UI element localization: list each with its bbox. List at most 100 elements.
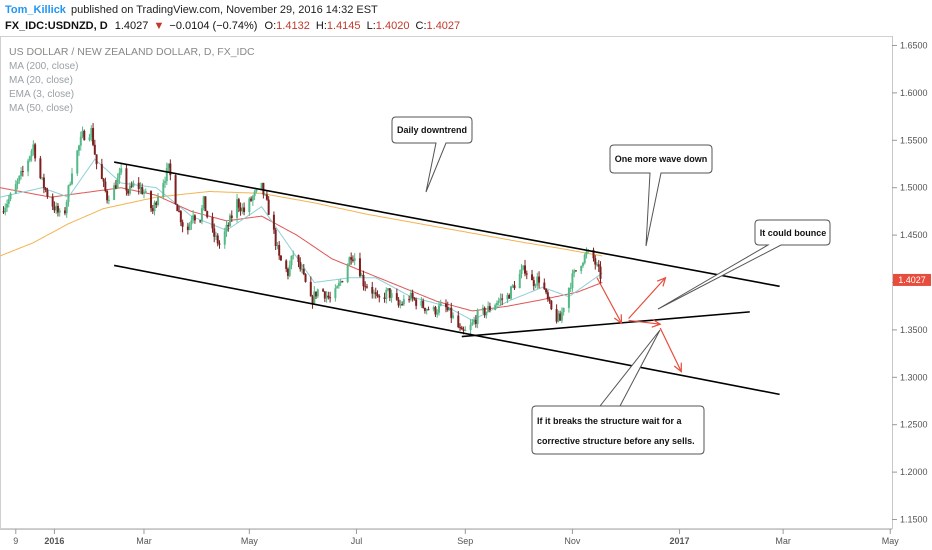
indicator-ma20[interactable]: MA (20, close) [9,75,73,86]
candle-body [95,154,98,165]
candle-body [411,292,414,298]
x-tick-label: May [241,536,259,546]
y-tick-label: 1.6000 [900,88,928,98]
candle-body [90,128,93,138]
y-tick-label: 1.1500 [900,515,928,525]
candle-body [116,178,119,189]
arrow-bounce-up[interactable] [628,276,667,319]
candle-body [323,291,326,299]
candle-body [132,182,135,187]
candle-body [365,286,368,288]
channel-lower[interactable] [113,264,780,396]
indicator-ema3[interactable]: EMA (3, close) [9,89,74,100]
candle-body [88,137,91,141]
candle-body [469,324,472,331]
callout-could-bounce-text: It could bounce [760,228,827,238]
candle-body [315,291,318,297]
candle-body [42,177,45,188]
candle-body [151,208,154,212]
candle-body [388,288,391,298]
callout-daily-downtrend[interactable]: Daily downtrend [391,116,473,193]
candle-body [225,225,228,232]
candle-body [227,225,230,227]
candle-body [16,180,19,185]
channel-upper[interactable] [113,161,780,288]
candle-body [364,286,367,288]
candle-body [597,264,600,267]
candle-body [599,266,602,279]
candle-body [360,274,363,277]
drawings-layer[interactable] [113,161,780,396]
candle-body [316,289,319,297]
candle-body [432,307,435,310]
candle-body [329,297,332,299]
author-link[interactable]: Tom_Killick [5,4,67,16]
candle-body [297,255,300,262]
candle-body [92,128,95,145]
last-price: 1.4027 [115,20,149,32]
candle-body [113,185,116,200]
candle-body [206,211,209,218]
candle-body [70,173,73,184]
support-line[interactable] [461,311,750,338]
arrow-to-break[interactable] [628,318,662,328]
high-value: 1.4145 [327,20,361,32]
candle-body [21,171,24,173]
candle-body [253,191,256,197]
candle-body [325,295,328,299]
publish-header: Tom_Killick published on TradingView.com… [5,4,460,32]
candle-body [274,229,277,246]
x-tick-label: Mar [775,536,791,546]
candle-body [573,270,576,274]
change-down-icon: ▼ [153,20,164,32]
candle-body [459,327,462,329]
price-axis[interactable]: 1.65001.60001.55001.50001.45001.40001.35… [892,40,928,525]
indicator-ma50[interactable]: MA (50, close) [9,103,73,114]
candle-body [272,214,275,230]
candle-body [511,285,514,287]
candle-body [559,313,562,321]
candle-body [522,265,525,270]
svg-text:FX_IDC:USDNZD, D 1.4027: FX_IDC:USDNZD, D 1.4027 ▼ −0.0104 (−0.74… [5,20,460,32]
candle-body [376,294,379,297]
candle-body [251,196,254,201]
symbol-label[interactable]: FX_IDC:USDNZD, D [5,20,108,32]
candle-body [139,187,142,189]
callout-one-more-wave[interactable]: One more wave down [609,144,713,247]
candle-body [127,190,130,194]
candle-body [585,251,588,255]
candle-body [267,199,270,215]
candle-body [141,187,144,194]
candle-body [106,190,109,201]
callout-breaks-structure[interactable]: If it breaks the structure wait for a co… [531,329,705,455]
candle-body [7,199,10,204]
candle-body [39,158,42,179]
candle-body [362,274,365,287]
candle-body [399,304,402,306]
candle-body [346,265,349,283]
candle-body [350,257,353,260]
indicator-ma200[interactable]: MA (200, close) [9,61,78,72]
candle-body [313,291,316,304]
candle-body [494,305,497,310]
candle-body [236,199,239,218]
candle-body [557,313,560,322]
candle-body [250,198,253,201]
candle-body [387,288,390,290]
candle-body [378,296,381,298]
candle-body [169,163,172,176]
ma200-line [0,191,603,257]
candle-body [118,172,121,179]
candle-body [358,258,361,277]
candle-body [339,281,342,284]
candle-body [144,191,147,193]
candle-body [464,330,467,332]
candle-body [218,243,221,245]
time-axis[interactable]: 9 2016 Mar May Jul Sep Nov 2017 Mar May [13,529,899,546]
candle-body [536,276,539,286]
arrow-break-down[interactable] [659,327,682,373]
callout-could-bounce[interactable]: It could bounce [657,219,831,310]
arrow-down-1[interactable] [596,277,623,325]
candle-body [481,307,484,311]
